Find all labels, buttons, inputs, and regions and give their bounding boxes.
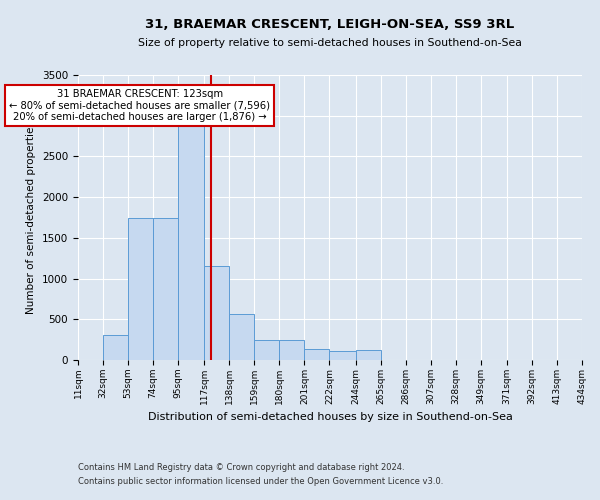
Y-axis label: Number of semi-detached properties: Number of semi-detached properties: [26, 121, 37, 314]
Bar: [178, 112, 204, 360]
Text: 31, BRAEMAR CRESCENT, LEIGH-ON-SEA, SS9 3RL: 31, BRAEMAR CRESCENT, LEIGH-ON-SEA, SS9 …: [145, 18, 515, 30]
Bar: [304, 350, 329, 360]
Bar: [103, 335, 128, 360]
Bar: [229, 314, 254, 360]
Bar: [254, 340, 280, 360]
Text: Contains HM Land Registry data © Crown copyright and database right 2024.: Contains HM Land Registry data © Crown c…: [78, 464, 404, 472]
Bar: [280, 340, 304, 360]
Bar: [204, 266, 229, 360]
Text: 31 BRAEMAR CRESCENT: 123sqm
← 80% of semi-detached houses are smaller (7,596)
20: 31 BRAEMAR CRESCENT: 123sqm ← 80% of sem…: [10, 88, 271, 122]
Bar: [356, 350, 380, 360]
Text: Size of property relative to semi-detached houses in Southend-on-Sea: Size of property relative to semi-detach…: [138, 38, 522, 48]
Bar: [153, 218, 178, 360]
Text: Contains public sector information licensed under the Open Government Licence v3: Contains public sector information licen…: [78, 477, 443, 486]
X-axis label: Distribution of semi-detached houses by size in Southend-on-Sea: Distribution of semi-detached houses by …: [148, 412, 512, 422]
Bar: [329, 351, 356, 360]
Bar: [128, 218, 153, 360]
